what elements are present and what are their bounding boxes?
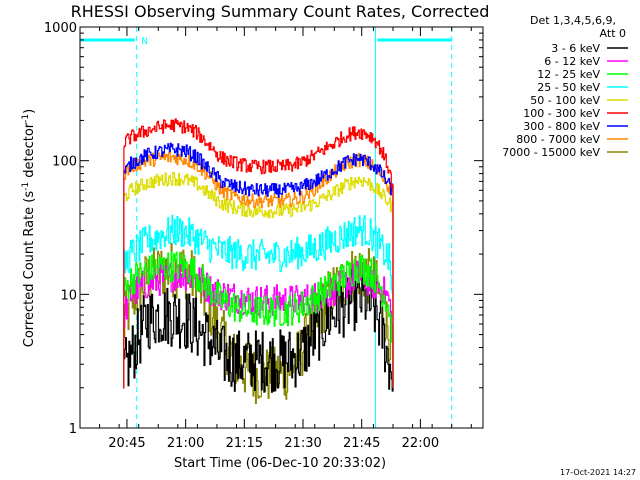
series-line-7 bbox=[123, 151, 394, 389]
plot-frame bbox=[79, 26, 484, 429]
series-line-3 bbox=[123, 214, 394, 389]
series-line-1 bbox=[123, 260, 394, 389]
legend-header-line1: Det 1,3,4,5,6,9, bbox=[530, 14, 616, 27]
legend-label-0: 3 - 6 keV bbox=[551, 42, 600, 55]
x-tick-label-4: 21:45 bbox=[343, 436, 380, 451]
legend-label-1: 6 - 12 keV bbox=[544, 55, 600, 68]
series-line-5 bbox=[123, 118, 394, 389]
y-tick-label-0: 1 bbox=[69, 422, 77, 437]
legend-label-6: 300 - 800 keV bbox=[523, 120, 600, 133]
series-line-2 bbox=[123, 251, 394, 389]
legend-label-8: 7000 - 15000 keV bbox=[502, 146, 600, 159]
legend-label-4: 50 - 100 keV bbox=[530, 94, 600, 107]
y-axis-label: Corrected Count Rate (s-1 detector-1) bbox=[21, 109, 37, 347]
series-line-6 bbox=[123, 142, 394, 389]
x-tick-label-2: 21:15 bbox=[226, 436, 263, 451]
legend-label-5: 100 - 300 keV bbox=[523, 107, 600, 120]
legend-label-2: 12 - 25 keV bbox=[537, 68, 600, 81]
chart-title: RHESSI Observing Summary Count Rates, Co… bbox=[71, 2, 490, 21]
legend-header-line2: Att 0 bbox=[600, 27, 626, 40]
series-line-4 bbox=[123, 171, 394, 389]
timestamp-label: 17-Oct-2021 14:27 bbox=[560, 468, 636, 477]
legend-label-3: 25 - 50 keV bbox=[537, 81, 600, 94]
x-tick-label-3: 21:30 bbox=[284, 436, 321, 451]
series-line-8 bbox=[123, 243, 394, 404]
x-tick-label-5: 22:00 bbox=[402, 436, 439, 451]
series-line-0 bbox=[123, 268, 394, 393]
legend-label-7: 800 - 7000 keV bbox=[516, 133, 600, 146]
annotation-0: N bbox=[141, 37, 148, 47]
x-tick-label-0: 20:45 bbox=[108, 436, 145, 451]
y-tick-label-2: 100 bbox=[52, 155, 77, 170]
x-tick-label-1: 21:00 bbox=[167, 436, 204, 451]
x-axis-label: Start Time (06-Dec-10 20:33:02) bbox=[174, 456, 386, 471]
y-tick-label-1: 10 bbox=[60, 288, 77, 303]
y-tick-label-3: 1000 bbox=[44, 21, 77, 36]
